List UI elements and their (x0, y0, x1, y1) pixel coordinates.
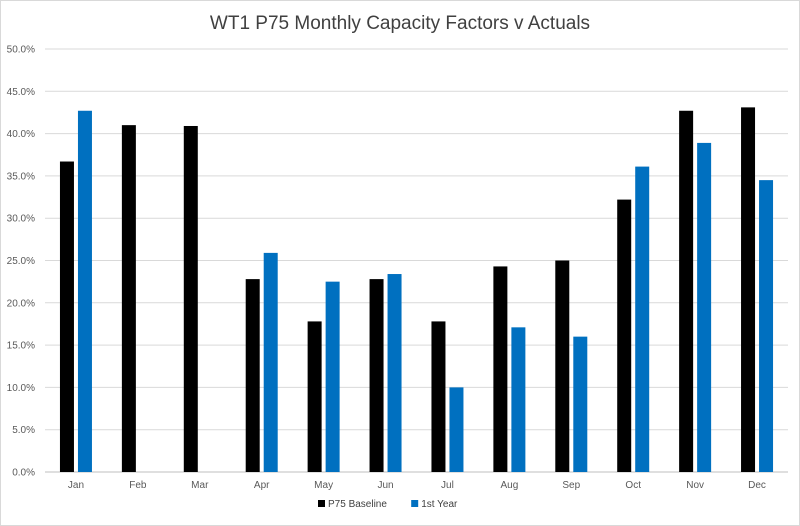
bar-p75-baseline-aug (493, 266, 508, 472)
legend: P75 Baseline 1st Year (318, 499, 458, 510)
chart-title: WT1 P75 Monthly Capacity Factors v Actua… (210, 13, 590, 34)
y-tick-label: 25.0% (7, 256, 35, 267)
gridlines (45, 48, 788, 473)
bar-1st-year-dec (759, 180, 774, 472)
x-axis-ticks: Jan Feb Mar Apr May Jun Jul Aug Sep Oct Nov Dec (68, 480, 766, 491)
x-tick-label: Apr (254, 480, 270, 491)
bar-p75-baseline-feb (121, 125, 136, 472)
bar-1st-year-jul (449, 387, 464, 472)
y-tick-label: 0.0% (12, 468, 35, 479)
bar-p75-baseline-jun (369, 279, 384, 472)
x-tick-label: Jun (377, 480, 393, 491)
bar-p75-baseline-may (307, 321, 322, 472)
x-tick-label: May (314, 480, 333, 491)
bar-1st-year-jan (77, 110, 92, 473)
legend-label-p75-baseline: P75 Baseline (328, 499, 387, 510)
bar-p75-baseline-oct (617, 199, 632, 472)
bar-p75-baseline-nov (679, 110, 694, 473)
bars (59, 107, 774, 473)
y-tick-label: 35.0% (7, 171, 35, 182)
bar-p75-baseline-jul (431, 321, 446, 472)
bar-p75-baseline-dec (741, 107, 756, 473)
y-tick-label: 10.0% (7, 383, 35, 394)
y-tick-label: 15.0% (7, 341, 35, 352)
bar-1st-year-aug (511, 327, 526, 472)
y-tick-label: 50.0% (7, 45, 35, 56)
y-tick-label: 5.0% (12, 425, 35, 436)
bar-1st-year-nov (697, 142, 712, 472)
x-tick-label: Dec (748, 480, 766, 491)
bar-1st-year-apr (263, 252, 278, 472)
bar-p75-baseline-sep (555, 260, 570, 472)
bar-p75-baseline-jan (59, 161, 74, 472)
x-tick-label: Sep (562, 480, 580, 491)
x-tick-label: Jul (441, 480, 454, 491)
x-tick-label: Aug (500, 480, 518, 491)
x-tick-label: Mar (191, 480, 209, 491)
legend-label-1st-year: 1st Year (421, 499, 458, 510)
x-tick-label: Jan (68, 480, 84, 491)
y-tick-label: 40.0% (7, 129, 35, 140)
x-tick-label: Feb (129, 480, 147, 491)
y-tick-label: 20.0% (7, 298, 35, 309)
bar-p75-baseline-mar (183, 125, 198, 473)
bar-1st-year-may (325, 281, 340, 472)
legend-swatch-1st-year (411, 500, 419, 507)
bar-1st-year-oct (635, 166, 650, 472)
bar-1st-year-sep (573, 336, 588, 472)
y-tick-label: 45.0% (7, 87, 35, 98)
y-tick-label: 30.0% (7, 214, 35, 225)
y-axis-ticks: 0.0% 5.0% 10.0% 15.0% 20.0% 25.0% 30.0% 35.0% 40… (7, 45, 35, 479)
bar-p75-baseline-apr (245, 279, 260, 472)
legend-swatch-p75-baseline (318, 500, 325, 507)
x-tick-label: Oct (625, 480, 641, 491)
x-tick-label: Nov (686, 480, 704, 491)
bar-1st-year-jun (387, 274, 402, 472)
